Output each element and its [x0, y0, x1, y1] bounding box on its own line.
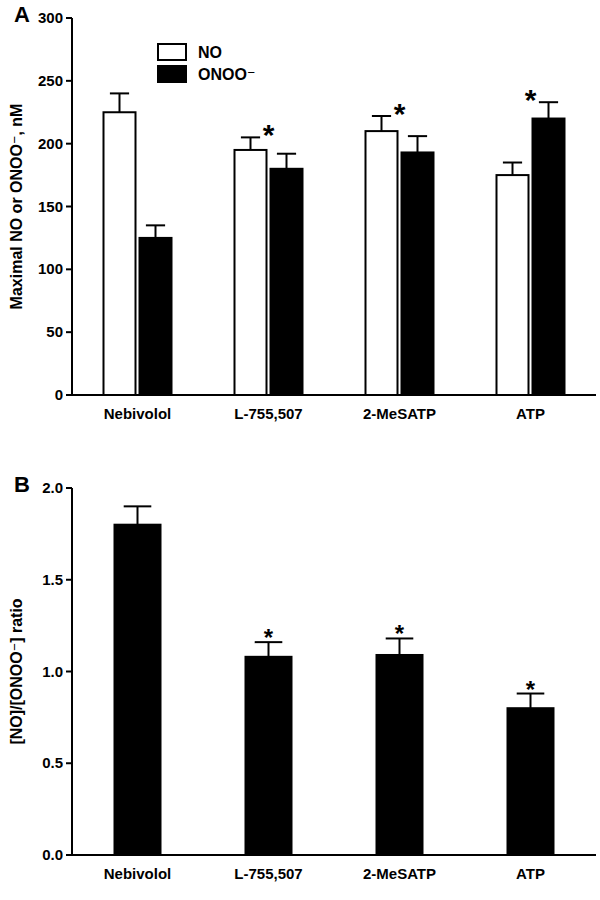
annotation: *: [395, 620, 405, 647]
legend: NO ONOO⁻: [158, 44, 255, 83]
x-tick-label: Nebivolol: [104, 405, 172, 422]
panel-label: B: [14, 472, 30, 497]
y-tick-label: 250: [38, 72, 63, 89]
y-tick: [66, 854, 72, 856]
x-tick-label: ATP: [516, 405, 545, 422]
error-bar: [146, 225, 165, 238]
figure: A Maximal NO or ONOO⁻, nM 0 50 100 150 200 250 3…: [0, 0, 600, 900]
marks: [104, 93, 565, 395]
legend-swatch: [158, 66, 186, 82]
error-bar: [372, 116, 391, 131]
bar: [140, 238, 172, 395]
annotation: *: [394, 97, 406, 130]
y-tick-label: 0.5: [42, 754, 63, 771]
error-line: [286, 154, 288, 169]
y-tick-label: 0.0: [42, 846, 63, 863]
bar: [115, 525, 161, 855]
error-line: [137, 506, 139, 524]
y-tick: [66, 394, 72, 396]
error-cap: [503, 162, 522, 164]
panel-label: A: [14, 2, 30, 27]
y-tick-label: 150: [38, 198, 63, 215]
error-line: [417, 136, 419, 152]
error-line: [119, 93, 121, 112]
y-tick: [66, 579, 72, 581]
legend-swatch: [158, 44, 186, 60]
bar: [377, 655, 423, 855]
error-cap: [146, 224, 165, 226]
error-line: [155, 225, 157, 238]
y-tick: [66, 331, 72, 333]
x-tick-label: L-755,507: [234, 865, 302, 882]
error-bar: [503, 163, 522, 176]
bar: [271, 169, 303, 395]
error-cap: [277, 153, 296, 155]
y-axis-label: Maximal NO or ONOO⁻, nM: [8, 104, 25, 310]
bar: [533, 119, 565, 395]
y-tick: [66, 143, 72, 145]
x-tick-label: ATP: [516, 865, 545, 882]
error-bar: [408, 136, 427, 152]
error-cap: [110, 92, 129, 94]
y-tick: [66, 671, 72, 673]
bar: [235, 150, 267, 395]
y-tick-label: 100: [38, 260, 63, 277]
annotation: *: [526, 676, 536, 703]
error-cap: [372, 115, 391, 117]
error-bar: [110, 93, 129, 112]
error-line: [250, 137, 252, 150]
y-tick: [66, 487, 72, 489]
y-tick: [66, 206, 72, 208]
error-cap: [124, 505, 152, 507]
error-line: [381, 116, 383, 131]
marks: [115, 506, 554, 855]
y-tick: [66, 762, 72, 764]
bar: [497, 175, 529, 395]
y-tick-label: 200: [38, 135, 63, 152]
panel: A Maximal NO or ONOO⁻, nM 0 50 100 150 200 250 3…: [8, 2, 596, 422]
y-tick: [66, 80, 72, 82]
error-cap: [241, 136, 260, 138]
error-bar: [241, 137, 260, 150]
annotation: *: [264, 624, 274, 651]
error-bar: [277, 154, 296, 169]
error-cap: [408, 135, 427, 137]
x-tick-label: 2-MeSATP: [363, 865, 436, 882]
y-tick-label: 0: [55, 386, 63, 403]
annotation: *: [263, 118, 275, 151]
error-line: [548, 102, 550, 118]
panel: B [NO]/[ONOO⁻] ratio 0.0 0.5 1.0 1.5 2.0 Nebivo…: [8, 472, 596, 882]
annotation: *: [525, 83, 537, 116]
y-tick-label: 300: [38, 9, 63, 26]
bar: [402, 152, 434, 395]
x-tick-label: Nebivolol: [104, 865, 172, 882]
x-tick-label: L-755,507: [234, 405, 302, 422]
legend-label: ONOO⁻: [198, 66, 255, 83]
y-tick-label: 1.0: [42, 663, 63, 680]
bar: [104, 112, 136, 395]
error-line: [512, 163, 514, 176]
bar: [246, 657, 292, 855]
y-tick-label: 2.0: [42, 479, 63, 496]
y-tick: [66, 17, 72, 19]
error-cap: [539, 101, 558, 103]
error-bar: [539, 102, 558, 118]
bar: [508, 708, 554, 855]
y-tick: [66, 268, 72, 270]
y-tick-label: 50: [46, 323, 63, 340]
y-axis-label: [NO]/[ONOO⁻] ratio: [8, 598, 25, 744]
y-tick-label: 1.5: [42, 571, 63, 588]
legend-label: NO: [198, 44, 222, 61]
error-bar: [124, 506, 152, 524]
x-tick-label: 2-MeSATP: [363, 405, 436, 422]
bar: [366, 131, 398, 395]
